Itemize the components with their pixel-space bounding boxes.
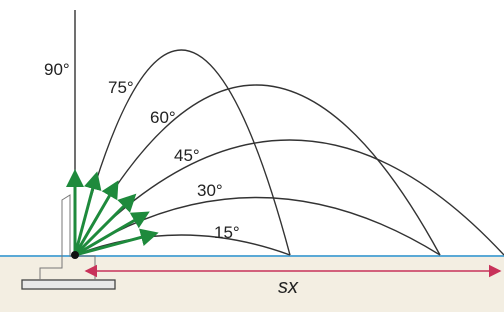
angle-label: 75°: [108, 78, 134, 97]
launch-point: [71, 251, 79, 259]
platform: [22, 280, 115, 289]
angle-label: 60°: [150, 108, 176, 127]
angle-label: 45°: [174, 146, 200, 165]
diagram: 90° 75° 60° 45° 30° 15° sx: [0, 0, 504, 312]
range-label: sx: [278, 276, 299, 298]
angle-label: 90°: [44, 60, 70, 79]
angle-label: 30°: [197, 181, 223, 200]
angle-label: 15°: [214, 223, 240, 242]
